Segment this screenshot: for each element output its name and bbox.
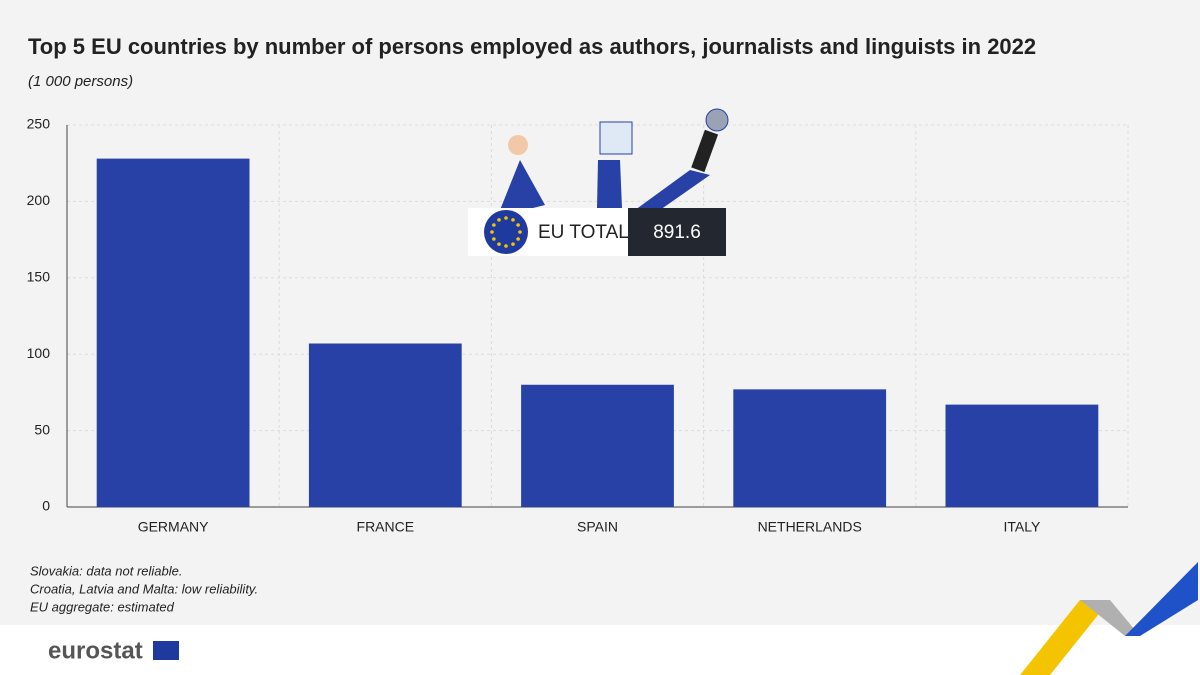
eu-star <box>497 242 501 246</box>
eu-star <box>511 242 515 246</box>
illustration-arm <box>635 170 710 210</box>
eu-star <box>511 218 515 222</box>
bar <box>308 343 462 507</box>
chevron-gray <box>1080 600 1140 636</box>
illustration-arm <box>597 160 622 208</box>
eu-star <box>490 230 494 234</box>
illustration-mic <box>705 108 729 132</box>
bar <box>96 158 250 507</box>
x-tick-label: ITALY <box>1003 519 1040 535</box>
x-tick-label: FRANCE <box>357 519 415 535</box>
eu-star <box>492 223 496 227</box>
y-tick-label: 250 <box>27 116 51 132</box>
note: EU aggregate: estimated <box>30 599 175 614</box>
annotation-label: EU TOTAL <box>538 222 629 243</box>
illustration-arm <box>500 160 545 210</box>
bar <box>733 389 887 507</box>
y-tick-label: 150 <box>27 269 51 285</box>
note: Croatia, Latvia and Malta: low reliabili… <box>30 581 258 596</box>
y-tick-label: 200 <box>27 192 51 208</box>
bar <box>521 384 674 507</box>
bar <box>945 404 1099 507</box>
annotation-value: 891.6 <box>653 222 701 243</box>
logo-flag <box>153 641 179 660</box>
illustration-notepad <box>599 121 633 155</box>
eu-star <box>516 237 520 241</box>
y-tick-label: 100 <box>27 345 51 361</box>
eu-star <box>518 230 522 234</box>
x-tick-label: SPAIN <box>577 519 618 535</box>
decoration <box>1020 562 1198 675</box>
eu-star <box>497 218 501 222</box>
illustration-hand <box>508 135 528 155</box>
illustration-mic-handle <box>691 129 719 173</box>
chevron-blue <box>1125 562 1198 636</box>
chart-title: Top 5 EU countries by number of persons … <box>28 34 1036 59</box>
chevron-yellow <box>1020 600 1110 675</box>
x-tick-label: GERMANY <box>138 519 209 535</box>
chart-subtitle: (1 000 persons) <box>28 73 133 90</box>
annotation-value-box <box>628 208 726 256</box>
notes: Slovakia: data not reliable. Croatia, Lat… <box>30 563 258 614</box>
y-tick-label: 0 <box>42 498 50 514</box>
eu-flag <box>484 210 528 254</box>
eu-star <box>516 223 520 227</box>
y-tick-label: 50 <box>34 421 50 437</box>
eu-star <box>492 237 496 241</box>
x-tick-label: NETHERLANDS <box>758 519 862 535</box>
logo-text: eurostat <box>48 637 143 664</box>
eu-star <box>504 244 508 248</box>
note: Slovakia: data not reliable. <box>30 563 182 578</box>
eu-star <box>504 216 508 220</box>
footer-background <box>0 625 1200 675</box>
